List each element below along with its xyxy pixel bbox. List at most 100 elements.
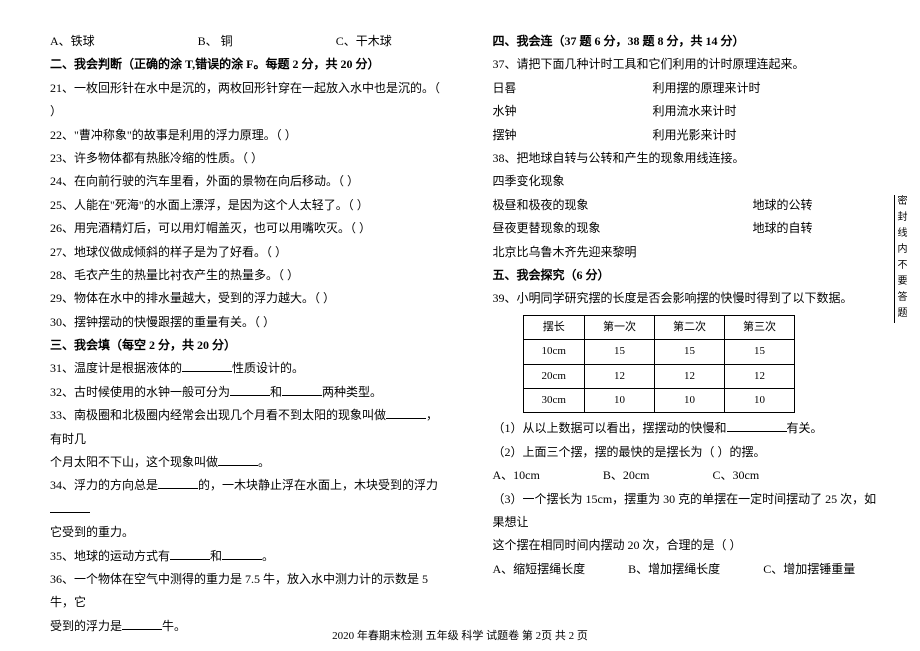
- m2a: 水钟: [493, 100, 653, 123]
- blank: [222, 548, 262, 560]
- m3a: 摆钟: [493, 124, 653, 147]
- blank: [158, 477, 198, 489]
- q39-1b: 有关。: [787, 421, 823, 435]
- blank: [282, 384, 322, 396]
- blank: [170, 548, 210, 560]
- q37: 37、请把下面几种计时工具和它们利用的计时原理连起来。: [493, 53, 886, 76]
- right-column: 四、我会连（37 题 6 分，38 题 8 分，共 14 分） 37、请把下面几…: [468, 30, 886, 610]
- q31-a: 31、温度计是根据液体的: [50, 361, 182, 375]
- q32-b: 和: [270, 385, 282, 399]
- table-row: 10cm 15 15 15: [523, 340, 794, 364]
- q33-c: 个月太阳不下山，这个现象叫做: [50, 455, 218, 469]
- section-2-title: 二、我会判断（正确的涂 T,错误的涂 F。每题 2 分，共 20 分）: [50, 53, 443, 76]
- m5b: 地球的公转: [753, 194, 813, 217]
- match-row-3: 摆钟利用光影来计时: [493, 124, 886, 147]
- m1b: 利用摆的原理来计时: [653, 77, 761, 100]
- th0: 摆长: [523, 315, 584, 339]
- q22: 22、"曹冲称象"的故事是利用的浮力原理。（ ）: [50, 124, 443, 147]
- opt-c: C、30cm: [713, 468, 760, 482]
- q39-3a: （3）一个摆长为 15cm，摆重为 30 克的单摆在一定时间摆动了 25 次，如…: [493, 488, 886, 535]
- td: 12: [584, 364, 654, 388]
- td: 12: [654, 364, 724, 388]
- q20-options: A、铁球 B、 铜 C、干木球: [50, 30, 443, 53]
- opt-a: A、10cm: [493, 468, 540, 482]
- m1a: 日晷: [493, 77, 653, 100]
- q24: 24、在向前行驶的汽车里看，外面的景物在向后移动。（ ）: [50, 170, 443, 193]
- opt-b: B、增加摆绳长度: [628, 562, 720, 576]
- match-row-2: 水钟利用流水来计时: [493, 100, 886, 123]
- q35: 35、地球的运动方式有和。: [50, 545, 443, 568]
- q29: 29、物体在水中的排水量越大，受到的浮力越大。（ ）: [50, 287, 443, 310]
- q39-3b: 这个摆在相同时间内摆动 20 次，合理的是（ ）: [493, 534, 886, 557]
- q39-2-opts: A、10cm B、20cm C、30cm: [493, 464, 886, 487]
- q34: 34、浮力的方向总是 的，一木块静止浮在水面上，木块受到的浮力: [50, 474, 443, 521]
- q25: 25、人能在"死海"的水面上漂浮，是因为这个人太轻了。（ ）: [50, 194, 443, 217]
- table-row: 30cm 10 10 10: [523, 389, 794, 413]
- td: 15: [654, 340, 724, 364]
- m2b: 利用流水来计时: [653, 100, 737, 123]
- td: 15: [584, 340, 654, 364]
- q21: 21、一枚回形针在水中是沉的，两枚回形针穿在一起放入水中也是沉的。（ ）: [50, 77, 443, 124]
- m6a: 昼夜更替现象的现象: [493, 217, 753, 240]
- th2: 第二次: [654, 315, 724, 339]
- match-row-6: 昼夜更替现象的现象地球的自转: [493, 217, 886, 240]
- blank: [182, 360, 232, 372]
- q26: 26、用完酒精灯后，可以用灯帽盖灭，也可以用嘴吹灭。（ ）: [50, 217, 443, 240]
- q38: 38、把地球自转与公转和产生的现象用线连接。: [493, 147, 886, 170]
- td: 15: [724, 340, 794, 364]
- q31: 31、温度计是根据液体的 性质设计的。: [50, 357, 443, 380]
- q32-c: 两种类型。: [322, 385, 382, 399]
- page-footer: 2020 年春期末检测 五年级 科学 试题卷 第 2页 共 2 页: [0, 627, 920, 643]
- q34-b: 的，一木块静止浮在水面上，木块受到的浮力: [198, 478, 438, 492]
- opt-a: A、缩短摆绳长度: [493, 562, 586, 576]
- td: 20cm: [523, 364, 584, 388]
- match-row-1: 日晷利用摆的原理来计时: [493, 77, 886, 100]
- q27: 27、地球仪做成倾斜的样子是为了好看。（ ）: [50, 241, 443, 264]
- m4: 四季变化现象: [493, 170, 886, 193]
- q20-a: A、铁球: [50, 34, 95, 48]
- side-tab: 密封线内不要答题: [894, 195, 908, 323]
- m5a: 极昼和极夜的现象: [493, 194, 753, 217]
- q35-a: 35、地球的运动方式有: [50, 549, 170, 563]
- section-5-title: 五、我会探究（6 分）: [493, 264, 886, 287]
- blank: [230, 384, 270, 396]
- q39-1a: （1）从以上数据可以看出，摆摆动的快慢和: [493, 421, 727, 435]
- q33-d: 。: [258, 455, 270, 469]
- m3b: 利用光影来计时: [653, 124, 737, 147]
- td: 10: [584, 389, 654, 413]
- q33: 33、南极圈和北极圈内经常会出现几个月看不到太阳的现象叫做，有时几: [50, 404, 443, 451]
- q39-1: （1）从以上数据可以看出，摆摆动的快慢和 有关。: [493, 417, 886, 440]
- opt-b: B、20cm: [603, 468, 650, 482]
- table-row: 20cm 12 12 12: [523, 364, 794, 388]
- q35-b: 和: [210, 549, 222, 563]
- section-4-title: 四、我会连（37 题 6 分，38 题 8 分，共 14 分）: [493, 30, 886, 53]
- q30: 30、摆钟摆动的快慢跟摆的重量有关。（ ）: [50, 311, 443, 334]
- left-column: A、铁球 B、 铜 C、干木球 二、我会判断（正确的涂 T,错误的涂 F。每题 …: [50, 30, 468, 610]
- m6b: 地球的自转: [753, 217, 813, 240]
- q23: 23、许多物体都有热胀冷缩的性质。（ ）: [50, 147, 443, 170]
- m7: 北京比乌鲁木齐先迎来黎明: [493, 241, 886, 264]
- td: 10cm: [523, 340, 584, 364]
- q36: 36、一个物体在空气中测得的重力是 7.5 牛，放入水中测力计的示数是 5 牛，…: [50, 568, 443, 615]
- q32-a: 32、古时候使用的水钟一般可分为: [50, 385, 230, 399]
- q34-cont: 它受到的重力。: [50, 521, 443, 544]
- th1: 第一次: [584, 315, 654, 339]
- section-3-title: 三、我会填（每空 2 分，共 20 分）: [50, 334, 443, 357]
- q28: 28、毛衣产生的热量比衬衣产生的热量多。（ ）: [50, 264, 443, 287]
- opt-c: C、增加摆锤重量: [763, 562, 855, 576]
- blank: [386, 407, 426, 419]
- q39-2: （2）上面三个摆，摆的最快的是摆长为（ ）的摆。: [493, 441, 886, 464]
- q34-a: 34、浮力的方向总是: [50, 478, 158, 492]
- experiment-table: 摆长 第一次 第二次 第三次 10cm 15 15 15 20cm 12 12 …: [523, 315, 795, 414]
- td: 10: [724, 389, 794, 413]
- q31-b: 性质设计的。: [232, 361, 304, 375]
- table-row: 摆长 第一次 第二次 第三次: [523, 315, 794, 339]
- q20-b: B、 铜: [198, 34, 233, 48]
- q33-a: 33、南极圈和北极圈内经常会出现几个月看不到太阳的现象叫做: [50, 408, 386, 422]
- td: 30cm: [523, 389, 584, 413]
- td: 10: [654, 389, 724, 413]
- q20-c: C、干木球: [336, 34, 392, 48]
- match-row-5: 极昼和极夜的现象地球的公转: [493, 194, 886, 217]
- td: 12: [724, 364, 794, 388]
- blank: [727, 420, 787, 432]
